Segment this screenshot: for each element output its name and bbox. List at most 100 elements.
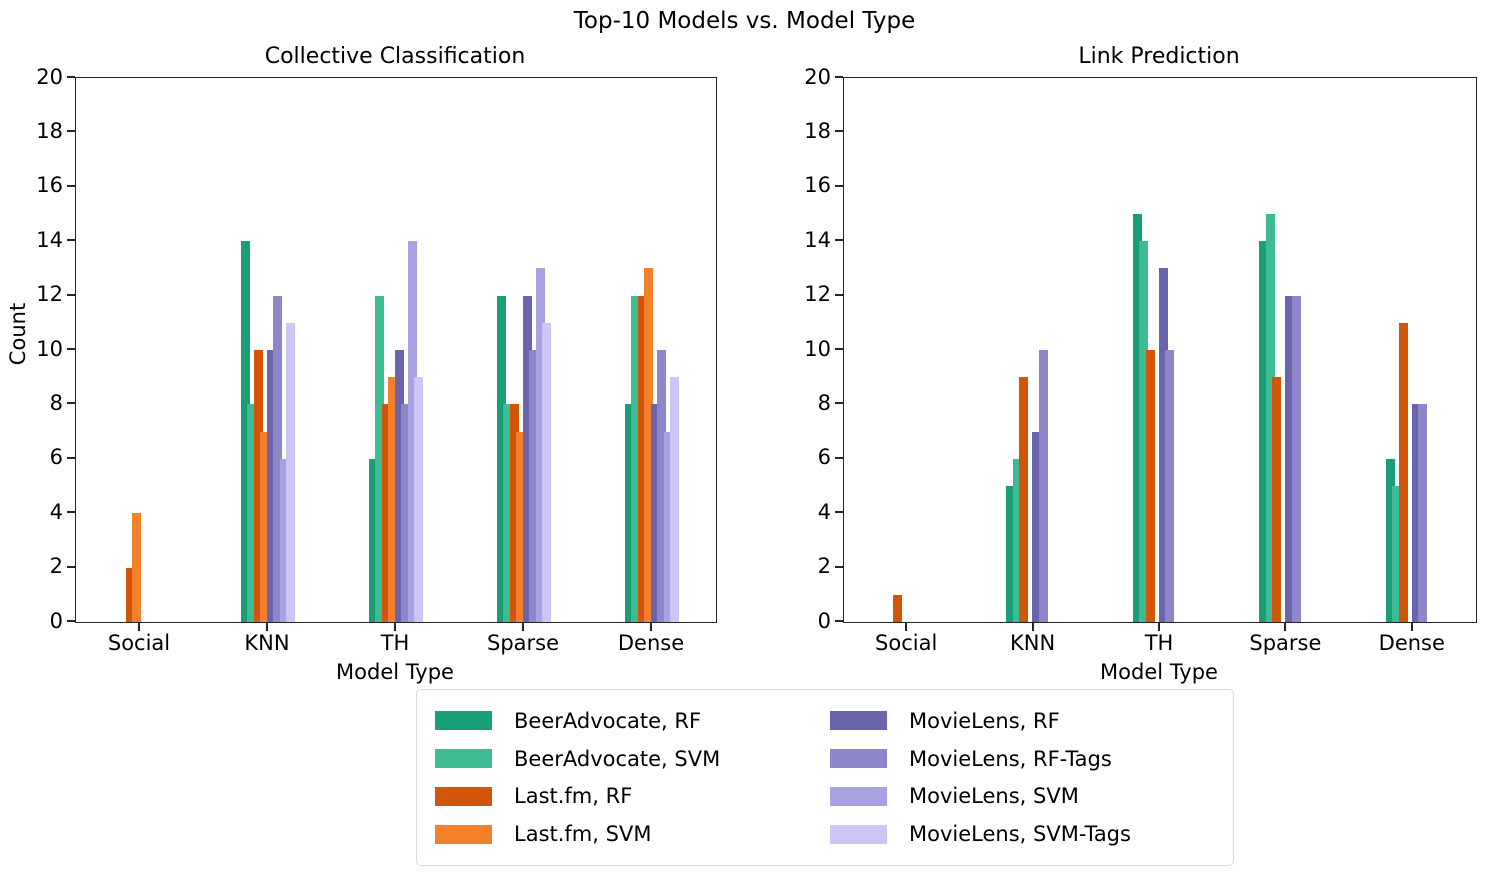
bar: [132, 513, 142, 622]
bar: [503, 404, 513, 622]
y-tick-mark: [67, 620, 75, 622]
legend-swatch: [830, 711, 887, 731]
legend-item: BeerAdvocate, RF: [435, 702, 820, 740]
y-tick-mark: [835, 565, 843, 568]
x-tick-mark: [1284, 623, 1287, 631]
bar: [414, 377, 424, 622]
legend-label: Last.fm, RF: [514, 784, 633, 809]
y-tick-label: 8: [49, 390, 63, 415]
y-tick-label: 12: [804, 282, 831, 307]
x-tick-label: Social: [875, 631, 938, 655]
x-tick-label: Dense: [1378, 631, 1445, 655]
bar: [509, 404, 519, 622]
y-tick-mark: [835, 511, 843, 514]
y-tick-label: 8: [817, 390, 831, 415]
x-tick-label: Social: [107, 631, 171, 655]
x-tick-mark: [650, 623, 652, 631]
legend-item: Last.fm, SVM: [435, 815, 820, 853]
legend-label: BeerAdvocate, RF: [514, 708, 702, 733]
bar: [1012, 458, 1022, 622]
x-tick-label: TH: [380, 631, 410, 655]
plot-area: [843, 77, 1477, 623]
bar: [542, 322, 552, 622]
y-tick-label: 0: [817, 608, 831, 633]
y-tick-mark: [835, 293, 843, 296]
bar: [125, 567, 135, 622]
bar: [247, 404, 257, 622]
bar: [496, 295, 506, 622]
y-tick-label: 16: [36, 173, 63, 198]
bar: [1259, 241, 1269, 622]
bar: [253, 350, 263, 622]
y-tick-label: 6: [817, 445, 831, 470]
bar: [401, 404, 411, 622]
legend-swatch: [435, 711, 492, 731]
y-tick-label: 20: [36, 64, 63, 89]
y-tick-label: 12: [36, 282, 63, 307]
y-tick-mark: [67, 184, 75, 187]
bar: [644, 268, 654, 622]
plot-area: [75, 77, 717, 623]
y-tick-mark: [67, 402, 75, 405]
bar: [1145, 350, 1155, 622]
legend-swatch: [435, 749, 492, 769]
bar: [1139, 241, 1149, 622]
bar: [273, 295, 283, 622]
y-tick-label: 6: [49, 445, 63, 470]
bar: [892, 594, 902, 622]
legend-swatch: [830, 749, 887, 769]
legend-label: Last.fm, SVM: [514, 822, 652, 847]
bar: [1019, 377, 1029, 622]
bar: [388, 377, 398, 622]
bar: [1418, 404, 1428, 622]
y-tick-label: 16: [804, 173, 831, 198]
x-tick-mark: [522, 623, 524, 631]
y-tick-label: 14: [36, 227, 63, 252]
subplot-title: Collective Classification: [264, 44, 526, 69]
y-tick-label: 4: [49, 499, 63, 524]
legend-item: MovieLens, SVM: [830, 778, 1215, 816]
bar: [1165, 350, 1175, 622]
y-tick-label: 20: [804, 64, 831, 89]
legend-label: BeerAdvocate, SVM: [514, 746, 721, 771]
y-tick-mark: [835, 184, 843, 187]
bar: [1291, 295, 1301, 622]
y-tick-mark: [67, 511, 75, 514]
x-tick-mark: [1158, 623, 1160, 631]
bar: [260, 431, 270, 622]
bar: [1272, 377, 1282, 622]
y-tick-label: 18: [804, 118, 831, 143]
legend-item: MovieLens, RF-Tags: [830, 740, 1215, 778]
bar: [657, 350, 667, 622]
x-tick-label: Sparse: [486, 631, 560, 655]
bar: [522, 295, 532, 622]
x-tick-mark: [394, 623, 396, 631]
y-tick-mark: [67, 348, 75, 350]
y-tick-label: 2: [817, 554, 831, 579]
bar: [670, 377, 680, 622]
y-tick-mark: [835, 130, 843, 133]
y-tick-mark: [67, 130, 75, 133]
bar: [624, 404, 634, 622]
bar: [631, 295, 641, 622]
legend: BeerAdvocate, RF BeerAdvocate, SVM Last.fm…: [416, 689, 1234, 866]
y-tick-mark: [835, 348, 843, 350]
legend-item: MovieLens, RF: [830, 702, 1215, 740]
bar: [516, 431, 526, 622]
bar: [650, 404, 660, 622]
y-tick-label: 10: [804, 336, 831, 361]
legend-item: Last.fm, RF: [435, 778, 820, 816]
bar: [266, 350, 276, 622]
legend-swatch: [435, 786, 492, 806]
bar: [529, 350, 539, 622]
y-tick-mark: [67, 239, 75, 242]
bar: [1132, 214, 1142, 622]
bar: [1038, 350, 1048, 622]
x-axis-label: Model Type: [336, 660, 454, 684]
figure-title: Top-10 Models vs. Model Type: [573, 8, 916, 34]
y-tick-label: 10: [36, 336, 63, 361]
y-tick-label: 2: [49, 554, 63, 579]
y-tick-label: 14: [804, 227, 831, 252]
bar: [1385, 458, 1395, 622]
bar: [279, 458, 289, 622]
